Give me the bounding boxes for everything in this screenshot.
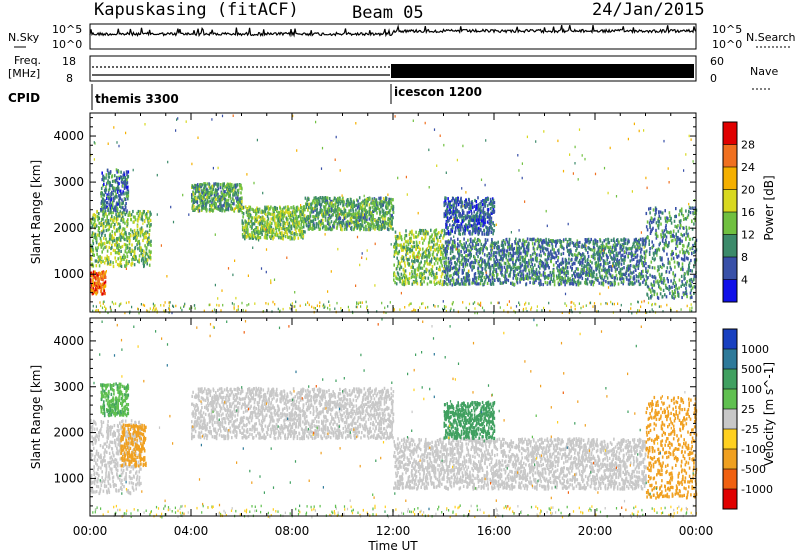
data-region — [393, 228, 445, 287]
colorbar-tick-label: 500 — [741, 363, 762, 376]
data-region — [443, 237, 647, 287]
y-tick-label: 4000 — [53, 129, 84, 143]
colorbar-swatch — [723, 469, 737, 489]
y-tick-label: 4000 — [53, 334, 84, 348]
velocity-panel: 1000 2000 3000 4000 Slant Range [km] — [29, 317, 698, 519]
colorbar-tick-label: -1000 — [741, 483, 773, 496]
data-region — [100, 168, 130, 213]
cpid-mode-2: icescon 1200 — [394, 85, 482, 99]
nsearch-tick-bottom: 10^0 — [712, 38, 742, 51]
x-tick-label: 04:00 — [174, 524, 209, 538]
colorbar-tick-label: 1000 — [741, 343, 769, 356]
colorbar-tick-label: 12 — [741, 229, 755, 242]
colorbar-tick-label: 25 — [741, 403, 755, 416]
colorbar-swatch — [723, 122, 737, 145]
colorbar-swatch — [723, 144, 737, 167]
cpid-label: CPID — [8, 91, 40, 105]
nave-label: Nave — [750, 65, 778, 78]
x-tick-label: 20:00 — [578, 524, 613, 538]
data-region — [191, 386, 395, 441]
colorbar-tick-label: 20 — [741, 184, 755, 197]
power-colorbar: 28 24 20 16 12 8 4 Power [dB] — [722, 121, 776, 303]
freq-tick-top: 18 — [62, 55, 76, 68]
colorbar-tick-label: 100 — [741, 383, 762, 396]
y-tick-label: 2000 — [53, 221, 84, 235]
station-title: Kapuskasing (fitACF) — [94, 0, 299, 20]
y-tick-label: 3000 — [53, 380, 84, 394]
colorbar-swatch — [723, 257, 737, 280]
nsky-tick-top: 10^5 — [52, 23, 82, 36]
colorbar-swatch — [723, 329, 737, 349]
colorbar-swatch — [723, 449, 737, 469]
colorbar-tick-label: 16 — [741, 206, 755, 219]
colorbar-frame — [722, 328, 738, 510]
colorbar-tick-label: 28 — [741, 139, 755, 152]
date-title: 24/Jan/2015 — [592, 0, 705, 20]
data-region — [100, 382, 130, 418]
colorbar-tick-label: -25 — [741, 423, 759, 436]
nsky-tick-bottom: 10^0 — [52, 38, 82, 51]
data-region — [90, 270, 107, 296]
x-tick-label: 16:00 — [477, 524, 512, 538]
freq-tick-bottom: 8 — [66, 72, 73, 85]
x-tick-label: 00:00 — [73, 524, 108, 538]
nave-tick-bottom: 0 — [710, 72, 717, 85]
data-region — [443, 400, 496, 441]
data-region — [645, 206, 698, 300]
velocity-colorbar-label: Velocity [m s^-1] — [762, 362, 776, 466]
colorbar-tick-label: 4 — [741, 274, 748, 287]
x-tick-label: 12:00 — [376, 524, 411, 538]
data-region — [645, 395, 698, 500]
colorbar-swatch — [723, 234, 737, 257]
colorbar-swatch — [723, 167, 737, 190]
colorbar-swatch — [723, 429, 737, 449]
y-tick-label: 1000 — [53, 471, 84, 485]
colorbar-tick-label: -500 — [741, 463, 766, 476]
x-axis: 00:00 04:00 08:00 12:00 16:00 20:00 00:00 — [73, 113, 714, 538]
cpid-row: CPID themis 3300 icescon 1200 — [8, 84, 482, 110]
freq-panel: Freq. [MHz] 18 8 60 0 Nave — [8, 54, 778, 90]
nsky-label: N.Sky — [8, 31, 40, 44]
data-region — [393, 437, 647, 491]
velocity-y-axis-label: Slant Range [km] — [29, 365, 43, 469]
data-region — [90, 209, 152, 269]
colorbar-tick-label: -100 — [741, 443, 766, 456]
power-y-axis-label: Slant Range [km] — [29, 160, 43, 264]
colorbar-tick-label: 24 — [741, 161, 755, 174]
beam-title: Beam 05 — [352, 3, 424, 23]
data-region — [120, 423, 147, 468]
cpid-mode-1: themis 3300 — [95, 92, 179, 106]
colorbar-swatch — [723, 212, 737, 235]
data-region — [241, 205, 306, 241]
velocity-colorbar: 1000 500 100 25 -25 -100 -500 -1000 Velocity [m… — [722, 328, 776, 510]
colorbar-swatch — [723, 489, 737, 509]
freq-unit-label: [MHz] — [8, 67, 40, 80]
x-tick-label: 08:00 — [275, 524, 310, 538]
y-tick-label: 3000 — [53, 175, 84, 189]
colorbar-swatch — [723, 189, 737, 212]
data-region — [191, 182, 243, 213]
colorbar-swatch — [723, 389, 737, 409]
y-tick-label: 1000 — [53, 267, 84, 281]
nsearch-tick-top: 10^5 — [712, 23, 742, 36]
colorbar-swatch — [723, 369, 737, 389]
y-tick-label: 2000 — [53, 426, 84, 440]
colorbar-tick-label: 8 — [741, 251, 748, 264]
nsearch-label: N.Search — [746, 31, 796, 44]
x-axis-label: Time UT — [367, 539, 418, 553]
x-tick-label: 00:00 — [679, 524, 714, 538]
power-colorbar-label: Power [dB] — [762, 175, 776, 240]
power-panel: 1000 2000 3000 4000 Slant Range [km] — [29, 112, 698, 315]
noise-points — [92, 318, 697, 519]
colorbar-swatch — [723, 349, 737, 369]
nsky-panel: N.Sky 10^5 10^0 10^5 10^0 N.Search — [8, 23, 796, 51]
freq-label: Freq. — [14, 54, 41, 67]
data-region — [443, 196, 496, 236]
nave-tick-top: 60 — [710, 55, 724, 68]
colorbar-swatch — [723, 279, 737, 302]
data-region — [304, 196, 395, 232]
colorbar-swatch — [723, 409, 737, 429]
